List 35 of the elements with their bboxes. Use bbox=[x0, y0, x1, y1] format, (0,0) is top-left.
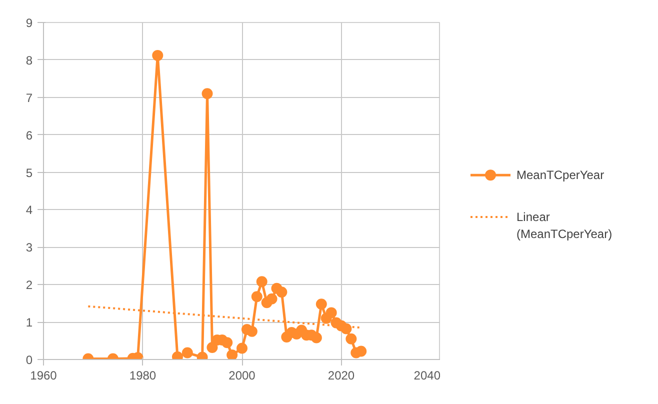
point bbox=[182, 347, 193, 358]
x-tick-label: 1980 bbox=[129, 368, 156, 382]
y-tick-label: 5 bbox=[26, 166, 33, 180]
point bbox=[206, 342, 218, 354]
point bbox=[251, 291, 262, 302]
point bbox=[276, 286, 288, 298]
point bbox=[202, 88, 213, 100]
y-tick-label: 8 bbox=[26, 53, 33, 68]
y-tick-label: 4 bbox=[26, 203, 33, 218]
y-tick-label: 0 bbox=[26, 353, 33, 367]
x-tick-label: 2000 bbox=[228, 368, 256, 382]
point bbox=[222, 337, 233, 348]
point bbox=[236, 342, 248, 354]
point bbox=[316, 298, 327, 310]
point bbox=[226, 350, 238, 360]
y-tick-label: 9 bbox=[26, 16, 33, 30]
point bbox=[346, 333, 357, 344]
point bbox=[246, 326, 258, 337]
point bbox=[340, 323, 352, 334]
point bbox=[356, 346, 367, 357]
y-tick-label: 7 bbox=[26, 90, 33, 105]
x-tick-label: 2020 bbox=[328, 368, 355, 382]
y-tick-label: 6 bbox=[26, 128, 33, 142]
x-tick-label: 2040 bbox=[414, 368, 441, 382]
legend-label: Linear (MeanTCperYear) bbox=[516, 210, 612, 241]
legend-label: MeanTCperYear bbox=[516, 168, 604, 182]
y-tick-label: 3 bbox=[26, 240, 33, 255]
y-tick-label: 2 bbox=[26, 278, 33, 292]
x-tick-label: 1960 bbox=[30, 368, 58, 382]
point bbox=[326, 307, 337, 318]
point bbox=[266, 293, 278, 304]
point bbox=[152, 50, 164, 61]
point bbox=[256, 276, 268, 288]
point bbox=[310, 332, 322, 344]
y-tick-label: 1 bbox=[26, 316, 33, 330]
